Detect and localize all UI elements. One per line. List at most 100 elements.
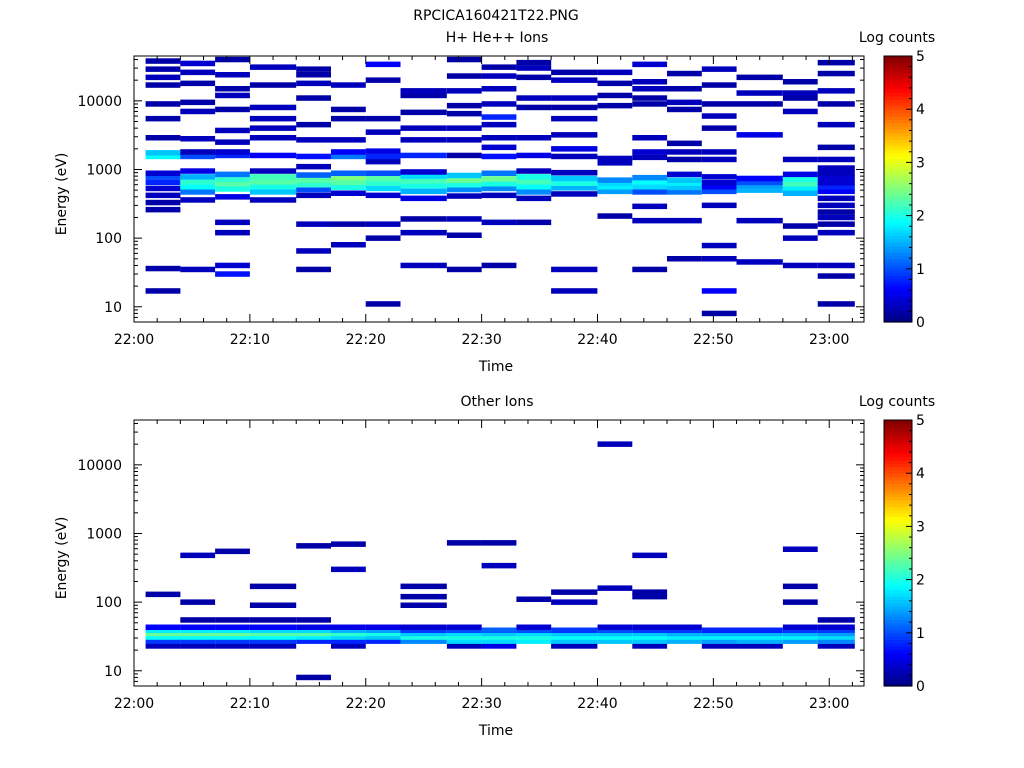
heatmap-cell: [331, 170, 366, 176]
colorbar-segment: [884, 72, 912, 77]
heatmap-cell: [331, 106, 366, 113]
colorbar-segment: [884, 258, 912, 263]
heatmap-cell: [481, 135, 517, 141]
heatmap-cell: [215, 149, 250, 155]
heatmap-cell: [215, 634, 250, 640]
colorbar-segment: [884, 632, 912, 637]
figure-title: RPCICA160421T22.PNG: [413, 8, 578, 24]
heatmap-cell: [331, 242, 366, 248]
heatmap-cell: [632, 189, 668, 195]
heatmap-cell: [365, 129, 401, 135]
colorbar-segment: [884, 619, 912, 624]
colorbar-segment: [884, 282, 912, 287]
heatmap-cell: [215, 56, 250, 63]
heatmap-cell: [400, 602, 447, 608]
colorbar-segment: [884, 463, 912, 468]
heatmap-cell: [400, 195, 447, 202]
heatmap-cell: [632, 624, 668, 630]
heatmap-cell: [632, 593, 668, 600]
heatmap-cell: [296, 95, 331, 101]
heatmap-cell: [701, 202, 737, 209]
heatmap-cell: [180, 634, 216, 640]
heatmap-cell: [736, 187, 783, 193]
heatmap-cell: [597, 80, 633, 87]
heatmap-cell: [215, 262, 250, 269]
heatmap-cell: [215, 624, 250, 630]
colorbar-segment: [884, 242, 912, 247]
heatmap-cell: [701, 643, 737, 649]
heatmap-cell: [249, 115, 297, 122]
heatmap-cell: [400, 152, 447, 159]
heatmap-cell: [215, 548, 250, 555]
heatmap-cell: [215, 72, 250, 78]
heatmap-cell: [331, 190, 366, 196]
heatmap-cell: [782, 190, 818, 196]
heatmap-cell: [817, 59, 855, 66]
colorbar-segment: [884, 232, 912, 237]
heatmap-cell: [400, 169, 447, 175]
heatmap-cell: [632, 630, 668, 637]
heatmap-cell: [481, 73, 517, 79]
heatmap-cell: [331, 174, 366, 181]
heatmap-cell: [516, 95, 552, 101]
heatmap-cell: [145, 624, 181, 630]
colorbar-segment: [884, 119, 912, 124]
heatmap-cell: [597, 627, 633, 633]
heatmap-cell: [481, 114, 517, 120]
heatmap-cell: [516, 596, 552, 602]
heatmap-cell: [365, 153, 401, 160]
heatmap-cell: [446, 186, 482, 193]
heatmap-cell: [180, 80, 216, 87]
heatmap-cell: [516, 174, 552, 180]
heatmap-cell: [481, 562, 517, 569]
heatmap-cell: [481, 121, 517, 128]
colorbar-tick-label: 5: [916, 413, 925, 429]
heatmap-cell: [145, 135, 181, 141]
colorbar-segment: [884, 483, 912, 488]
colorbar-segment: [884, 225, 912, 230]
heatmap-cell: [145, 591, 181, 598]
colorbar-segment: [884, 132, 912, 137]
axes: 22:00 22:10 22:20 22:30 22:40 22:50 23:00 10 100…: [77, 55, 865, 348]
heatmap-cell: [296, 121, 331, 128]
heatmap-cell: [180, 266, 216, 273]
heatmap-cell: [667, 624, 702, 630]
x-tick-label: 22:40: [577, 696, 617, 712]
y-tick-label: 100: [95, 595, 122, 611]
heatmap-cell: [400, 216, 447, 222]
heatmap-cell: [782, 95, 818, 101]
heatmap-cell: [817, 165, 855, 171]
heatmap-cell: [632, 101, 668, 107]
heatmap-cell: [481, 192, 517, 199]
colorbar-segment: [884, 656, 912, 660]
heatmap-cell: [551, 643, 598, 649]
colorbar-segment: [884, 536, 912, 541]
heatmap-cell: [516, 630, 552, 637]
heatmap-cell: [632, 643, 668, 649]
colorbar-segment: [884, 129, 912, 134]
heatmap-cell: [365, 115, 401, 122]
colorbar-segment: [884, 298, 912, 303]
colorbar-segment: [884, 149, 912, 154]
heatmap-cell: [736, 183, 783, 189]
heatmap-cell: [551, 191, 598, 197]
heatmap-cell: [249, 643, 297, 649]
heatmap-cell: [446, 216, 482, 222]
heatmap-cell: [782, 583, 818, 590]
heatmap-cell: [446, 627, 482, 633]
heatmap-cell: [180, 643, 216, 649]
heatmap-cell: [331, 630, 366, 637]
colorbar-segment: [884, 152, 912, 157]
heatmap-cell: [817, 88, 855, 94]
heatmap-cell: [400, 109, 447, 116]
colorbar-segment: [884, 165, 912, 170]
x-axis-label: Time: [478, 359, 513, 375]
heatmap-cell: [701, 149, 737, 155]
colorbar-segment: [884, 549, 912, 554]
heatmap-cell: [736, 101, 783, 107]
heatmap-cell: [215, 92, 250, 99]
heatmap-cell: [667, 106, 702, 113]
colorbar-frame: [883, 55, 913, 323]
heatmap-cell: [516, 627, 552, 633]
heatmap-cell: [180, 184, 216, 190]
